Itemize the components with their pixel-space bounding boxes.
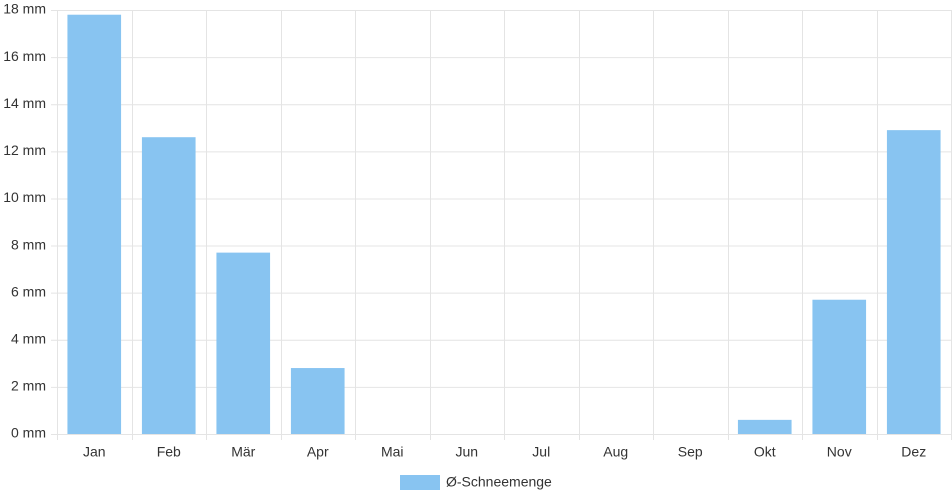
x-tick-label: Aug [603, 444, 628, 460]
bar [67, 14, 122, 434]
bar [290, 368, 345, 434]
legend-label: Ø-Schneemenge [446, 474, 552, 490]
x-tick-label: Dez [901, 444, 926, 460]
x-tick-label: Nov [827, 444, 852, 460]
x-tick-label: Feb [157, 444, 181, 460]
x-tick-label: Jul [532, 444, 550, 460]
y-tick-label: 8 mm [11, 236, 46, 252]
bar [216, 252, 271, 434]
x-tick-label: Mär [231, 444, 255, 460]
bar [737, 419, 792, 434]
legend-swatch [400, 475, 440, 490]
y-tick-label: 0 mm [11, 425, 46, 441]
bar [141, 137, 196, 434]
bar [812, 299, 867, 434]
y-tick-label: 14 mm [3, 95, 46, 111]
y-tick-label: 10 mm [3, 189, 46, 205]
y-tick-label: 16 mm [3, 48, 46, 64]
y-tick-label: 18 mm [3, 1, 46, 17]
x-tick-label: Apr [307, 444, 329, 460]
y-tick-label: 12 mm [3, 142, 46, 158]
x-tick-label: Jun [455, 444, 478, 460]
x-tick-label: Mai [381, 444, 404, 460]
bar [886, 130, 941, 434]
y-tick-label: 4 mm [11, 330, 46, 346]
x-tick-label: Sep [678, 444, 703, 460]
y-tick-label: 6 mm [11, 283, 46, 299]
x-tick-label: Jan [83, 444, 106, 460]
x-tick-label: Okt [754, 444, 776, 460]
y-tick-label: 2 mm [11, 378, 46, 394]
